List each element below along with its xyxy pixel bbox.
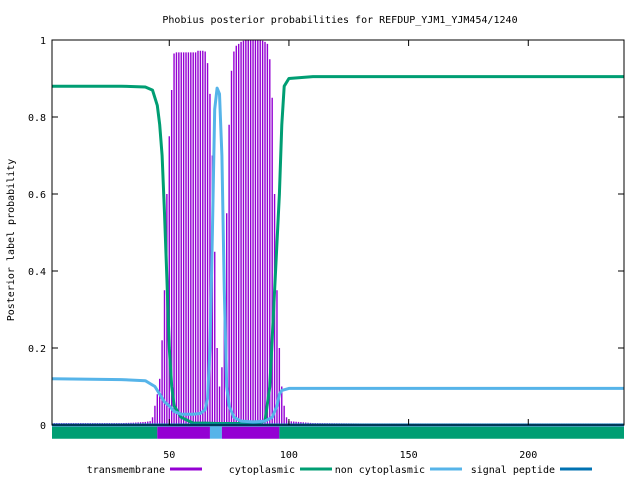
series-line-cytoplasmic xyxy=(52,75,624,425)
y-tick-label: 0 xyxy=(40,421,46,432)
y-tick-label: 0.8 xyxy=(28,113,46,124)
x-tick-label: 200 xyxy=(519,450,537,461)
y-tick-label: 1 xyxy=(40,36,46,47)
y-tick-label: 0.2 xyxy=(28,344,46,355)
series-line-non-cytoplasmic xyxy=(52,86,624,424)
legend: transmembrane cytoplasmic non cytoplasmic s… xyxy=(87,465,592,476)
y-axis-label: Posterior label probability xyxy=(6,159,17,322)
legend-label: cytoplasmic xyxy=(229,465,295,476)
y-tick-label: 0.4 xyxy=(28,267,46,278)
y-tick-label: 0.6 xyxy=(28,190,46,201)
legend-label: transmembrane xyxy=(87,465,165,476)
legend-label: signal peptide xyxy=(471,465,555,476)
x-tick-label: 150 xyxy=(400,450,418,461)
legend-label: non cytoplasmic xyxy=(335,465,425,476)
chart-title: Phobius posterior probabilities for REFD… xyxy=(162,15,517,26)
x-tick-label: 50 xyxy=(163,450,175,461)
x-tick-label: 100 xyxy=(280,450,298,461)
plot-frame xyxy=(51,39,625,426)
